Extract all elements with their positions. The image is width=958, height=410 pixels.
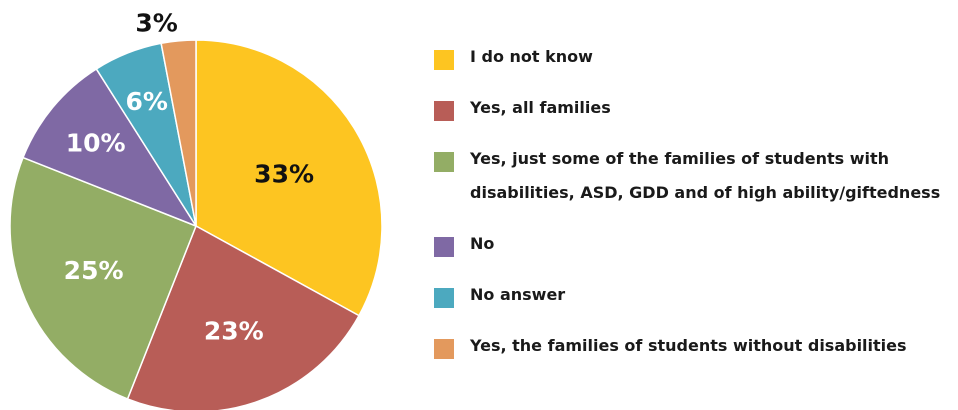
slice-value-label: 6% bbox=[125, 87, 167, 116]
slice-value-label: 10% bbox=[66, 129, 126, 158]
legend-swatch bbox=[434, 101, 454, 121]
pie-slice bbox=[126, 224, 361, 410]
slice-value-label: 3% bbox=[135, 8, 177, 37]
legend-label: No answer bbox=[470, 285, 566, 304]
legend-label: I do not know bbox=[470, 47, 593, 66]
legend-item: No answer bbox=[434, 278, 954, 312]
legend-item: Yes, all families bbox=[434, 91, 954, 125]
legend-swatch bbox=[434, 339, 454, 359]
slice-value-label: 25% bbox=[64, 256, 124, 285]
legend-swatch bbox=[434, 237, 454, 257]
pie-slice bbox=[195, 39, 383, 317]
slice-value-label: 23% bbox=[204, 317, 264, 346]
legend-swatch bbox=[434, 288, 454, 308]
legend-item: Yes, the families of students without di… bbox=[434, 329, 954, 363]
legend-item: I do not know bbox=[434, 40, 954, 74]
legend-item: Yes, just some of the families of studen… bbox=[434, 142, 954, 210]
legend-swatch bbox=[434, 152, 454, 172]
legend-item: No bbox=[434, 227, 954, 261]
legend-label: Yes, just some of the families of studen… bbox=[470, 149, 941, 202]
legend-label: No bbox=[470, 234, 495, 253]
pie-chart: 33% 23% 25% 10% 6% 3% bbox=[9, 8, 383, 410]
slice-value-label: 33% bbox=[254, 159, 314, 188]
pie-slice bbox=[9, 156, 197, 400]
legend-swatch bbox=[434, 50, 454, 70]
legend: I do not know Yes, all families Yes, just … bbox=[434, 40, 954, 380]
pie-slice bbox=[160, 39, 197, 227]
legend-label: Yes, all families bbox=[470, 98, 611, 117]
legend-label: Yes, the families of students without di… bbox=[470, 336, 907, 355]
pie-slice-labels: 33% 23% 25% 10% 6% 3% bbox=[64, 8, 314, 345]
pie-slices bbox=[9, 39, 383, 410]
pie-slice bbox=[22, 67, 198, 228]
